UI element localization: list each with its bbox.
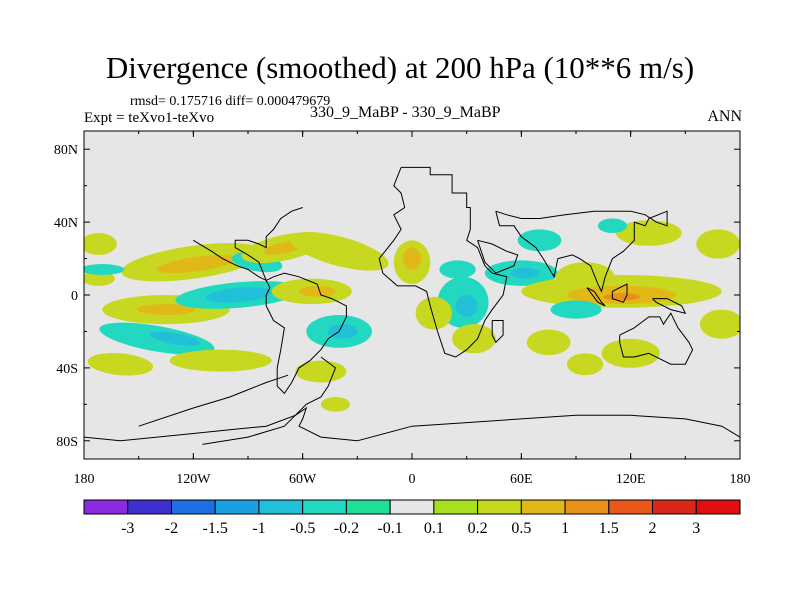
- contour-region-40: [696, 229, 740, 259]
- axes: 180 120W 60W 0 60E 120E 180 80N 40N 0 40S 80S: [54, 131, 751, 487]
- colorbar-swatch-9: [477, 499, 522, 515]
- contour-region-29: [452, 324, 496, 354]
- y-tick-label-0: 80N: [54, 143, 78, 158]
- coast-madagascar: [491, 320, 504, 344]
- contour-region-36: [603, 293, 640, 301]
- colorbar-swatch-4: [258, 499, 304, 515]
- contour-region-44: [566, 353, 604, 376]
- colorbar-label-7: 0.1: [424, 520, 444, 537]
- colorbar-swatch-2: [170, 499, 216, 515]
- x-tick-label-2: 60W: [289, 472, 317, 487]
- colorbar-label-11: 1.5: [599, 520, 619, 537]
- coast-africa-europe: [378, 166, 508, 358]
- coast-south-america: [265, 272, 347, 395]
- colorbar-label-0: -3: [121, 520, 134, 537]
- contour-region-31: [510, 267, 540, 279]
- colorbar-swatch-3: [214, 499, 260, 515]
- y-tick-label-3: 40S: [56, 362, 78, 377]
- period-label: ANN: [707, 108, 742, 125]
- colorbar-swatch-10: [520, 499, 566, 515]
- contour-region-19: [87, 352, 154, 376]
- colorbar-swatch-0: [83, 499, 129, 515]
- contour-region-39: [597, 218, 628, 234]
- contour-region-27: [455, 295, 478, 317]
- coast-borneo: [611, 283, 628, 303]
- colorbar-label-8: 0.2: [468, 520, 488, 537]
- contour-region-43: [601, 338, 660, 368]
- colorbar-label-2: -1.5: [203, 520, 228, 537]
- coastlines: [84, 166, 740, 445]
- colorbar-swatch-11: [564, 499, 610, 515]
- coast-australia: [619, 312, 694, 365]
- contour-region-14: [299, 285, 336, 297]
- coast-antarctic-a: [84, 406, 740, 442]
- colorbar-label-6: -0.1: [377, 520, 402, 537]
- contour-region-10: [136, 304, 196, 316]
- colorbar-swatch-1: [127, 499, 172, 515]
- colorbar-swatch-12: [608, 499, 654, 515]
- colorbar-label-9: 0.5: [511, 520, 531, 537]
- contour-regions: [84, 218, 740, 412]
- x-tick-label-4: 60E: [510, 472, 533, 487]
- coast-sumatra: [586, 287, 606, 307]
- colorbar-label-5: -0.2: [334, 520, 359, 537]
- contour-region-12: [206, 287, 272, 303]
- colorbar-swatch-7: [389, 499, 435, 515]
- contour-region-8: [84, 264, 125, 275]
- contour-region-38: [616, 220, 682, 246]
- contour-region-5: [289, 231, 389, 271]
- colorbar-swatch-5: [302, 499, 347, 515]
- contour-region-41: [699, 309, 740, 339]
- coast-asia: [495, 210, 668, 293]
- colorbar-label-12: 2: [649, 520, 657, 537]
- y-tick-label-2: 0: [71, 289, 78, 304]
- contour-region-1: [157, 254, 237, 274]
- contour-region-16: [149, 331, 201, 346]
- x-tick-label-0: 180: [74, 472, 95, 487]
- contour-region-24: [402, 247, 422, 270]
- colorbar-swatch-13: [652, 499, 697, 515]
- experiment-label: Expt = teXvo1-teXvo: [84, 110, 215, 126]
- contour-region-37: [550, 300, 602, 319]
- x-tick-label-5: 120E: [616, 472, 646, 487]
- contour-region-21: [295, 360, 347, 383]
- x-tick-label-3: 0: [409, 472, 416, 487]
- contour-region-28: [415, 296, 453, 330]
- y-tick-label-1: 40N: [54, 216, 78, 231]
- coast-new-guinea: [652, 298, 687, 314]
- coast-arabia: [477, 239, 519, 274]
- contour-region-42: [526, 329, 571, 356]
- colorbar-swatch-6: [345, 499, 391, 515]
- colorbar-label-3: -1: [252, 520, 265, 537]
- colorbar-swatch-14: [695, 499, 741, 515]
- colorbar-label-1: -2: [165, 520, 178, 537]
- colorbar-swatch-8: [433, 499, 479, 515]
- colorbar: -3 -2 -1.5 -1 -0.5 -0.2 -0.1 0.1 0.2 0.5 1 1.5 2 3: [83, 499, 741, 537]
- chart-title: Divergence (smoothed) at 200 hPa (10**6 …: [105, 50, 695, 85]
- contour-region-6: [84, 233, 117, 255]
- contour-region-22: [320, 397, 351, 412]
- contour-region-25: [439, 260, 476, 279]
- case-names: 330_9_MaBP - 330_9_MaBP: [310, 104, 501, 121]
- colorbar-label-13: 3: [692, 520, 700, 537]
- colorbar-label-10: 1: [561, 520, 569, 537]
- contour-region-18: [328, 324, 358, 339]
- contour-region-20: [169, 349, 272, 372]
- stats-text: rmsd= 0.175716 diff= 0.000479679: [130, 94, 331, 109]
- coast-mid-pacific-line: [202, 356, 337, 445]
- colorbar-label-4: -0.5: [290, 520, 315, 537]
- contour-region-33: [517, 229, 562, 252]
- x-tick-label-1: 120W: [176, 472, 211, 487]
- x-tick-label-6: 180: [730, 472, 751, 487]
- coast-ross-line: [138, 374, 289, 427]
- y-tick-label-4: 80S: [56, 435, 78, 450]
- contour-region-7: [84, 271, 115, 286]
- coast-north-america: [193, 207, 303, 282]
